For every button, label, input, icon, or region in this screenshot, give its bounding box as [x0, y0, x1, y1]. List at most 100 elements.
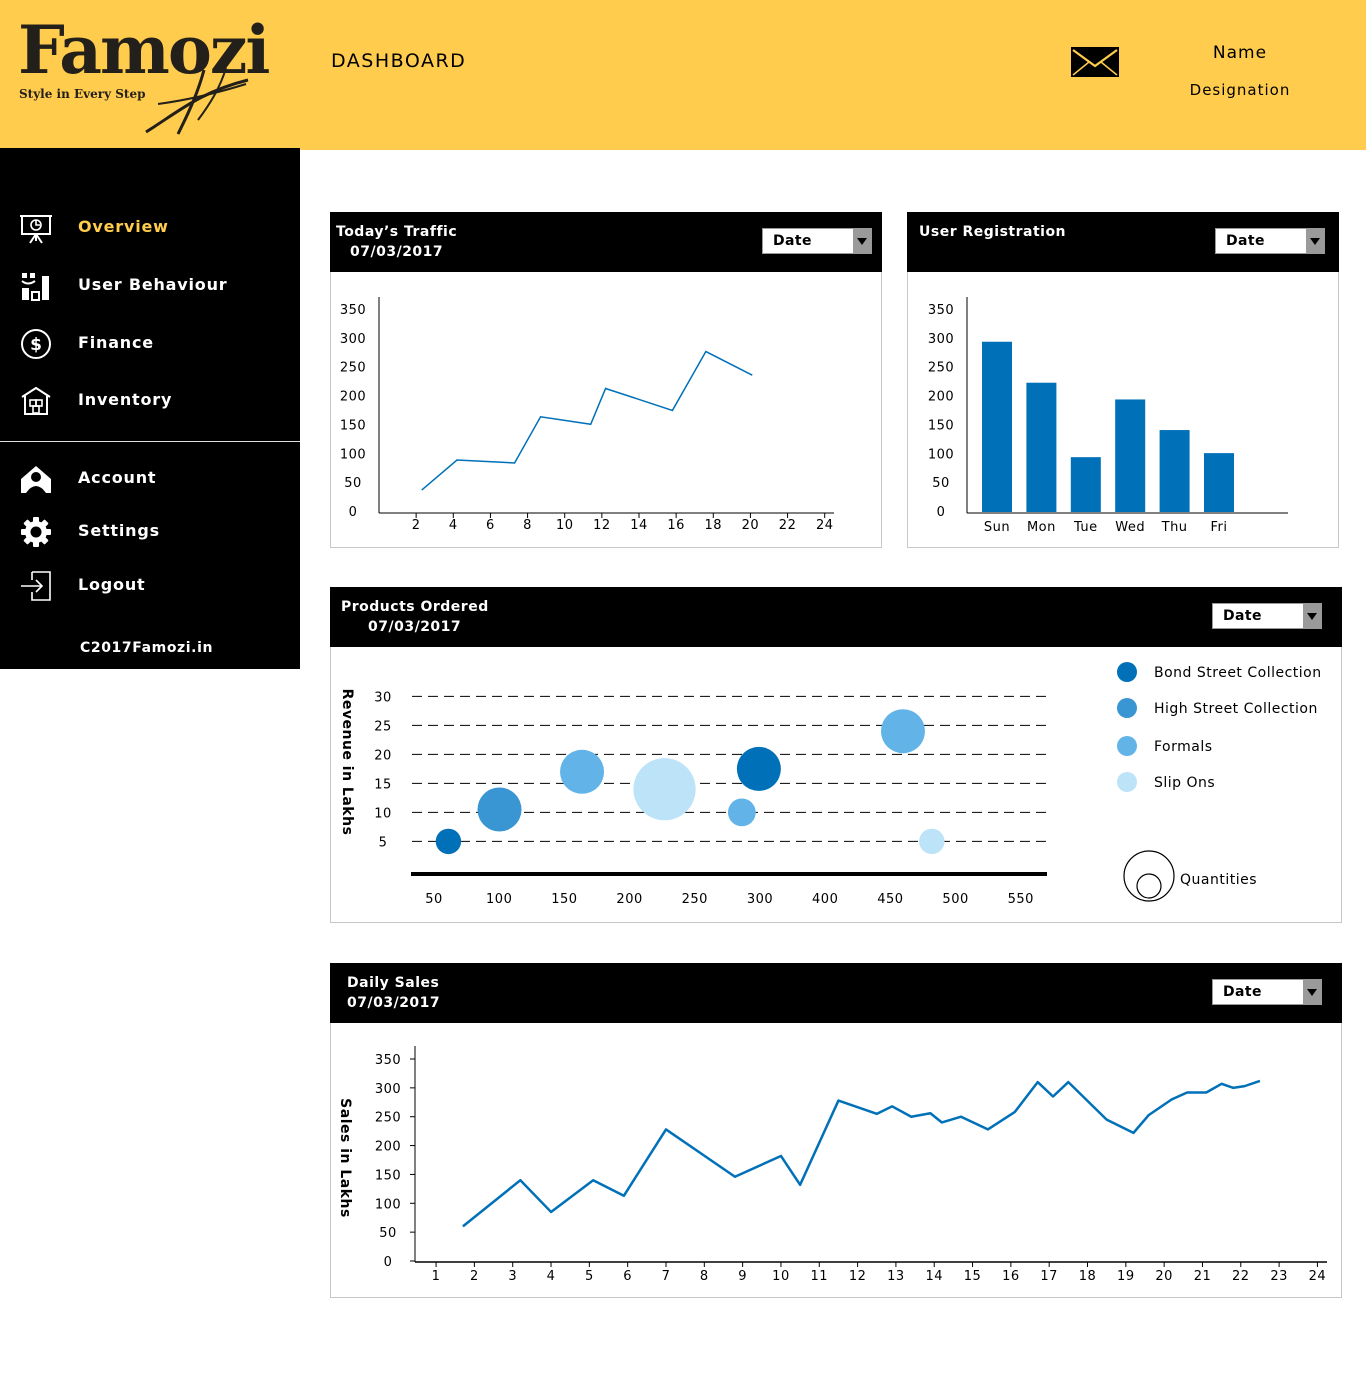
x-tick-label: 6	[623, 1269, 632, 1284]
date-select[interactable]: Date	[1215, 228, 1325, 254]
user-stats-icon	[21, 273, 49, 301]
legend-marker	[1117, 772, 1137, 792]
svg-text:$: $	[30, 335, 42, 355]
x-tick-label: 300	[747, 892, 773, 907]
y-tick-label: 150	[928, 418, 954, 433]
brand-tagline: Style in Every Step	[19, 87, 146, 101]
x-tick-label: 7	[662, 1269, 671, 1284]
bar	[982, 341, 1012, 512]
y-tick-label: 0	[937, 505, 946, 520]
date-select[interactable]: Date	[762, 228, 872, 254]
bar	[1159, 430, 1190, 512]
y-tick-label: 30	[374, 690, 392, 705]
chevron-down-icon[interactable]	[1303, 980, 1321, 1004]
legend-marker	[1117, 662, 1137, 682]
y-tick-label: 250	[928, 361, 954, 376]
legend-label: Slip Ons	[1154, 775, 1215, 791]
sidebar-item-label: Logout	[78, 575, 146, 594]
x-tick-label: 16	[1002, 1269, 1020, 1284]
sidebar-item-label: Overview	[78, 217, 169, 236]
sidebar-item-account[interactable]: Account	[0, 459, 300, 499]
x-tick-label: 2	[412, 518, 421, 533]
x-tick-label: 18	[705, 518, 723, 533]
sidebar-item-finance[interactable]: $ Finance	[0, 324, 300, 364]
x-tick-label: 4	[547, 1269, 556, 1284]
user-name[interactable]: Name	[1212, 43, 1268, 63]
date-select-label: Date	[773, 233, 812, 249]
brand-logo[interactable]: Famozi Style in Every Step	[18, 14, 270, 140]
date-select-label: Date	[1223, 608, 1262, 624]
sidebar-item-overview[interactable]: Overview	[0, 208, 300, 248]
y-tick-label: 200	[928, 390, 954, 405]
y-tick-label: 350	[340, 303, 366, 318]
y-tick-label: 100	[928, 447, 954, 462]
panel-header: User Registration Date	[907, 212, 1339, 272]
x-tick-label: 1	[432, 1269, 441, 1284]
bubble	[633, 758, 696, 821]
products-panel: Products Ordered 07/03/2017 Date Revenue…	[330, 587, 1342, 923]
x-tick-label: Thu	[1161, 520, 1188, 535]
y-axis-title: Sales in Lakhs	[337, 1098, 353, 1218]
date-select[interactable]: Date	[1212, 979, 1322, 1005]
account-icon	[21, 466, 51, 493]
y-tick-label: 250	[375, 1111, 401, 1126]
y-tick-label: 350	[928, 303, 954, 318]
bubble	[727, 798, 756, 827]
x-tick-label: 10	[556, 518, 574, 533]
registration-bar-chart: 0 50 100 150 200 250 300 350 Sun Mon Tue Wed Thu Fri	[928, 297, 1288, 535]
x-tick-label: 5	[585, 1269, 594, 1284]
x-tick-label: 17	[1040, 1269, 1058, 1284]
bubble	[919, 828, 945, 855]
legend-marker	[1117, 736, 1137, 756]
products-bubble-chart: Revenue in Lakhs 5 10 15 20 25 30 50 100 150 200 25…	[339, 662, 1321, 907]
panel-header: Today’s Traffic 07/03/2017 Date	[330, 212, 882, 272]
x-tick-label: 21	[1194, 1269, 1212, 1284]
sidebar-item-user-behaviour[interactable]: User Behaviour	[0, 266, 300, 306]
panel-date: 07/03/2017	[347, 995, 441, 1011]
y-tick-label: 0	[349, 505, 358, 520]
sidebar-item-logout[interactable]: Logout	[0, 566, 300, 606]
x-tick-label: 4	[449, 518, 458, 533]
traffic-series-line	[421, 350, 753, 491]
y-tick-label: 50	[932, 476, 950, 491]
x-tick-label: 250	[682, 892, 708, 907]
mail-icon[interactable]	[1070, 46, 1120, 78]
panel-header: Products Ordered 07/03/2017 Date	[330, 587, 1342, 647]
chevron-down-icon[interactable]	[853, 229, 871, 253]
x-tick-label: 10	[772, 1269, 790, 1284]
warehouse-icon	[21, 386, 51, 415]
y-tick-label: 50	[379, 1226, 397, 1241]
size-legend-small	[1136, 873, 1162, 899]
bar	[1026, 382, 1057, 512]
x-tick-label: 14	[925, 1269, 943, 1284]
x-tick-label: 14	[630, 518, 648, 533]
date-select-label: Date	[1223, 984, 1262, 1000]
x-tick-label: 550	[1008, 892, 1034, 907]
x-tick-label: 16	[667, 518, 685, 533]
y-tick-label: 300	[375, 1082, 401, 1097]
x-tick-label: 20	[742, 518, 760, 533]
x-tick-label: Sun	[984, 520, 1010, 535]
user-designation: Designation	[1189, 81, 1291, 99]
y-tick-label: 300	[928, 332, 954, 347]
chevron-down-icon[interactable]	[1306, 229, 1324, 253]
sidebar-item-settings[interactable]: Settings	[0, 512, 300, 552]
chevron-down-icon[interactable]	[1303, 604, 1321, 628]
sidebar-item-inventory[interactable]: Inventory	[0, 381, 300, 421]
gear-icon	[21, 517, 51, 547]
sales-series-line	[462, 1079, 1261, 1228]
sidebar-item-label: Inventory	[78, 390, 173, 409]
panel-title: Products Ordered	[341, 599, 489, 615]
logout-icon	[21, 571, 51, 601]
date-select[interactable]: Date	[1212, 603, 1322, 629]
x-tick-label: 9	[738, 1269, 747, 1284]
x-tick-label: 8	[700, 1269, 709, 1284]
sidebar-item-label: Finance	[78, 333, 154, 352]
y-tick-label: 200	[340, 390, 366, 405]
y-tick-label: 10	[374, 806, 392, 821]
y-tick-label: 0	[384, 1255, 393, 1270]
x-tick-label: 22	[779, 518, 797, 533]
bar	[1070, 457, 1101, 512]
presentation-icon	[20, 215, 52, 244]
